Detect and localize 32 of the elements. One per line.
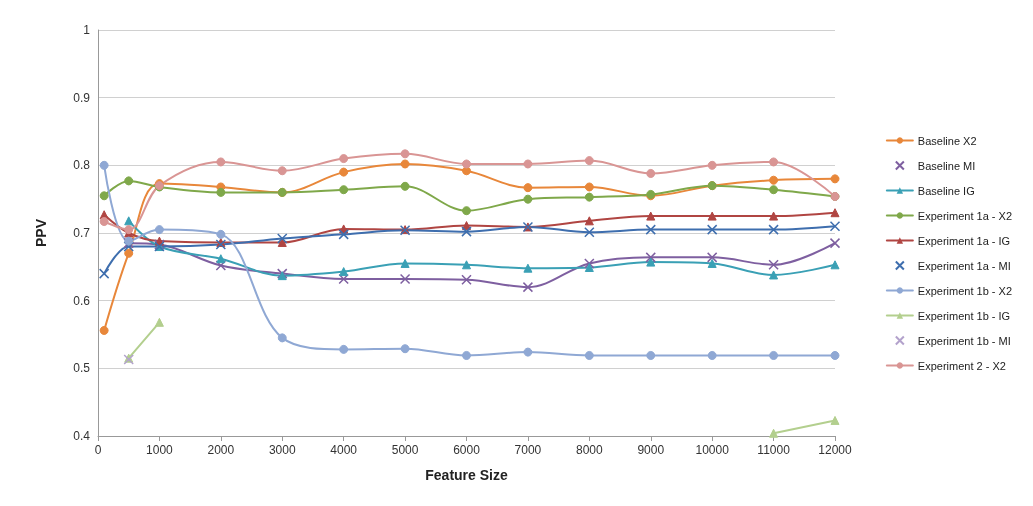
x-tick-label: 1000 bbox=[146, 443, 174, 457]
x-tick-label: 10000 bbox=[695, 443, 730, 457]
x-tick-label: 3000 bbox=[268, 443, 296, 457]
x-tick-label: 8000 bbox=[575, 443, 603, 457]
legend-label: Experiment 1a - X2 bbox=[917, 209, 1012, 222]
x-tick-label: 9000 bbox=[637, 443, 665, 457]
legend-label: Baseline IG bbox=[917, 184, 975, 197]
legend-label: Experiment 1b - X2 bbox=[917, 284, 1012, 297]
y-tick-label: 0.7 bbox=[73, 226, 91, 240]
y-tick-label: 0.4 bbox=[73, 429, 91, 443]
legend-label: Experiment 1b - IG bbox=[917, 309, 1011, 322]
legend-label: Experiment 1a - MI bbox=[917, 259, 1011, 272]
x-tick-label: 4000 bbox=[330, 443, 358, 457]
x-tick-label: 7000 bbox=[514, 443, 542, 457]
x-tick-label: 0 bbox=[94, 443, 102, 457]
x-axis-title: Feature Size bbox=[425, 467, 508, 483]
x-tick-label: 12000 bbox=[818, 443, 853, 457]
legend-label: Experiment 2 - X2 bbox=[917, 359, 1006, 372]
x-tick-label: 5000 bbox=[391, 443, 419, 457]
x-tick-label: 6000 bbox=[453, 443, 481, 457]
legend-label: Baseline MI bbox=[917, 159, 976, 172]
y-tick-label: 0.8 bbox=[73, 158, 91, 173]
y-tick-label: 0.6 bbox=[73, 293, 91, 308]
legend-label: Experiment 1a - IG bbox=[917, 234, 1011, 247]
x-tick-label: 2000 bbox=[207, 443, 235, 457]
legend-label: Experiment 1b - MI bbox=[917, 334, 1011, 347]
y-tick-label: 0.5 bbox=[73, 361, 91, 376]
y-axis-title: PPV bbox=[33, 218, 49, 248]
x-tick-label: 11000 bbox=[757, 443, 791, 457]
y-tick-label: 1 bbox=[83, 23, 91, 37]
y-tick-label: 0.9 bbox=[73, 90, 91, 105]
legend-label: Baseline X2 bbox=[917, 134, 977, 147]
